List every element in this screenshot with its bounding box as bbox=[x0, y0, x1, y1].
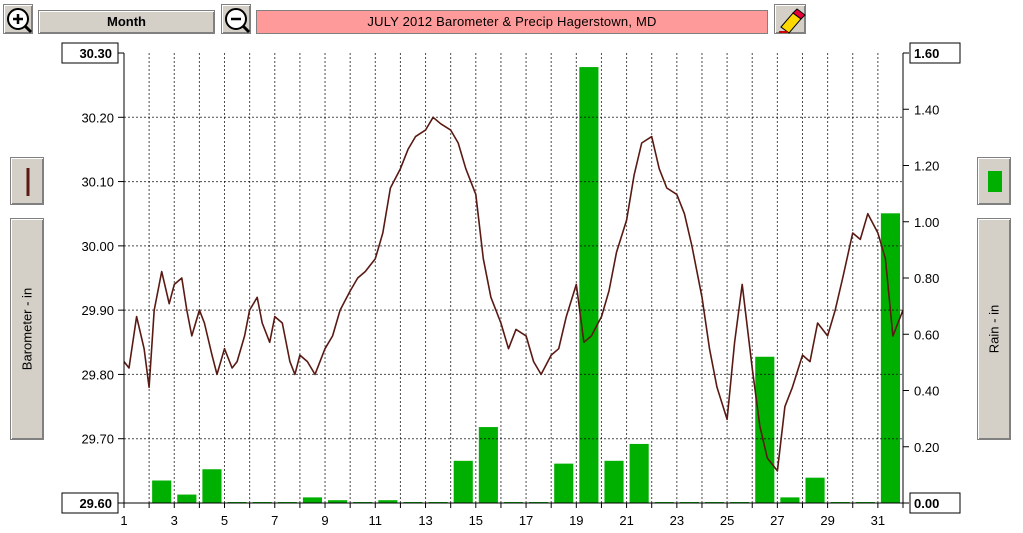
x-tick-label: 1 bbox=[120, 513, 127, 528]
left-tick-label: 29.70 bbox=[81, 432, 114, 447]
x-tick-label: 31 bbox=[871, 513, 885, 528]
plot-area bbox=[124, 53, 903, 503]
rain-bar bbox=[780, 497, 800, 503]
rain-axis-button[interactable]: Rain - in bbox=[977, 218, 1011, 440]
period-selector-button[interactable]: Month bbox=[38, 10, 215, 34]
barometer-line bbox=[123, 116, 904, 472]
x-tick-label: 3 bbox=[171, 513, 178, 528]
line-swatch-icon bbox=[26, 168, 30, 196]
right-tick-label: 0.40 bbox=[914, 384, 939, 399]
x-tick-label: 21 bbox=[619, 513, 633, 528]
rain-bar bbox=[880, 213, 900, 503]
rain-legend-button[interactable] bbox=[977, 157, 1011, 205]
x-tick-label: 27 bbox=[770, 513, 784, 528]
rain-bar bbox=[805, 477, 825, 503]
zoom-out-icon bbox=[225, 8, 251, 34]
x-tick-label: 7 bbox=[271, 513, 278, 528]
right-tick-label: 0.20 bbox=[914, 440, 939, 455]
x-tick-label: 5 bbox=[221, 513, 228, 528]
rain-bar bbox=[453, 460, 473, 503]
left-axis-box bbox=[61, 492, 119, 514]
x-tick-label: 15 bbox=[469, 513, 483, 528]
left-tick-label: 30.20 bbox=[81, 110, 114, 125]
zoom-in-icon bbox=[7, 8, 33, 34]
x-tick-label: 25 bbox=[720, 513, 734, 528]
right-axis-box bbox=[909, 42, 961, 64]
x-tick-label: 19 bbox=[569, 513, 583, 528]
x-tick-label: 23 bbox=[670, 513, 684, 528]
x-tick-label: 17 bbox=[519, 513, 533, 528]
eraser-icon bbox=[779, 8, 806, 34]
left-axis-box bbox=[61, 42, 119, 64]
rain-bar bbox=[755, 356, 775, 503]
right-tick-label: 1.60 bbox=[914, 46, 939, 61]
rain-bar bbox=[478, 427, 498, 503]
right-tick-label: 0.00 bbox=[914, 496, 939, 511]
left-tick-label: 29.60 bbox=[79, 496, 112, 511]
bar-swatch-icon bbox=[988, 171, 1002, 192]
rain-bar bbox=[328, 500, 348, 503]
rain-bar bbox=[579, 67, 599, 503]
rain-bar bbox=[629, 443, 649, 503]
left-tick-label: 30.30 bbox=[79, 46, 112, 61]
right-axis-box bbox=[909, 492, 961, 514]
left-tick-label: 29.90 bbox=[81, 303, 114, 318]
barometer-axis-button[interactable]: Barometer - in bbox=[10, 218, 44, 440]
right-tick-label: 0.80 bbox=[914, 271, 939, 286]
rain-bar bbox=[177, 494, 197, 503]
zoom-in-button[interactable] bbox=[3, 4, 33, 34]
barometer-legend-button[interactable] bbox=[10, 157, 44, 205]
rain-bar bbox=[378, 500, 398, 503]
rain-bar bbox=[202, 469, 222, 503]
rain-bar bbox=[302, 497, 323, 503]
left-tick-label: 30.10 bbox=[81, 175, 114, 190]
zoom-out-button[interactable] bbox=[221, 4, 251, 34]
right-tick-label: 1.00 bbox=[914, 215, 939, 230]
rain-bar bbox=[152, 480, 172, 503]
clear-button[interactable] bbox=[774, 4, 806, 34]
x-tick-label: 13 bbox=[418, 513, 432, 528]
right-tick-label: 1.20 bbox=[914, 159, 939, 174]
rain-bar bbox=[604, 460, 624, 503]
x-tick-label: 29 bbox=[820, 513, 834, 528]
right-tick-label: 0.60 bbox=[914, 327, 939, 342]
chart-title: JULY 2012 Barometer & Precip Hagerstown,… bbox=[256, 10, 768, 34]
left-tick-label: 29.80 bbox=[81, 367, 114, 382]
rain-bar bbox=[554, 463, 574, 503]
right-tick-label: 1.40 bbox=[914, 102, 939, 117]
x-tick-label: 11 bbox=[369, 513, 383, 528]
x-tick-label: 9 bbox=[321, 513, 328, 528]
left-tick-label: 30.00 bbox=[81, 239, 114, 254]
